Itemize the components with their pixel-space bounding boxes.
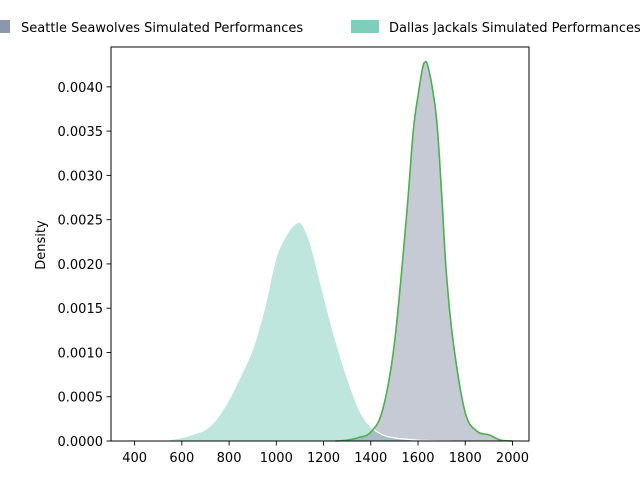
x-tick-label: 1400 [354, 451, 387, 466]
y-tick-label: 0.0010 [58, 346, 104, 361]
y-tick-label: 0.0025 [58, 214, 104, 229]
legend-label-dallas: Dallas Jackals Simulated Performances [389, 21, 640, 36]
density-line-seattle [335, 60, 513, 442]
series-fills [162, 61, 513, 441]
y-tick-label: 0.0005 [58, 391, 104, 406]
legend-label-seattle: Seattle Seawolves Simulated Performances [21, 21, 303, 36]
plot-area [110, 46, 530, 442]
y-axis: 0.0000 0.0005 0.0010 0.0015 0.0020 0.0025 0.00… [58, 81, 111, 450]
y-tick-label: 0.0040 [58, 81, 104, 96]
density-line-dallas [162, 221, 454, 442]
density-area-dallas [162, 222, 454, 441]
x-tick-label: 1800 [449, 451, 482, 466]
x-axis: 400 600 800 1000 1200 1400 1600 1800 2000 [122, 441, 529, 466]
x-tick-label: 2000 [496, 451, 529, 466]
x-tick-label: 600 [169, 451, 194, 466]
x-tick-label: 1200 [307, 451, 340, 466]
x-tick-label: 400 [122, 451, 147, 466]
legend: Seattle Seawolves Simulated Performances… [0, 20, 640, 36]
y-tick-label: 0.0015 [58, 302, 104, 317]
y-tick-label: 0.0035 [58, 125, 104, 140]
legend-swatch-seattle [0, 20, 10, 33]
y-tick-label: 0.0030 [58, 169, 104, 184]
density-area-seattle [335, 61, 513, 441]
y-axis-label: Density [34, 220, 49, 270]
legend-swatch-dallas [351, 20, 379, 33]
x-tick-label: 1000 [260, 451, 293, 466]
series-lines [162, 60, 513, 442]
y-tick-label: 0.0020 [58, 258, 104, 273]
plot-frame [110, 46, 530, 442]
x-tick-label: 1600 [401, 451, 434, 466]
x-tick-label: 800 [217, 451, 242, 466]
y-tick-label: 0.0000 [58, 435, 104, 450]
